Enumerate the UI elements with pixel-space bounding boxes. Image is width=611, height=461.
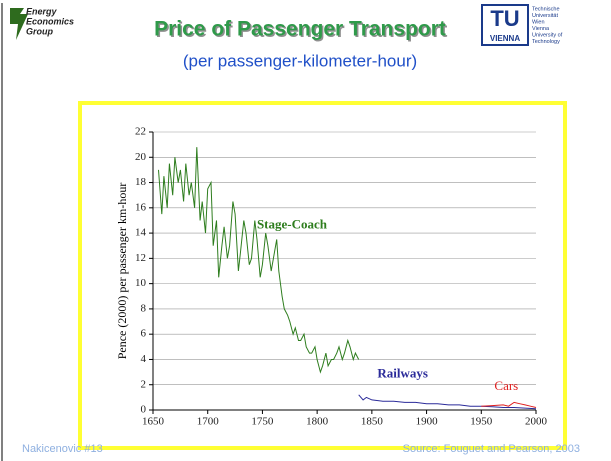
- x-tick-label: 1800: [306, 416, 329, 428]
- y-tick-label: 18: [135, 176, 147, 188]
- x-tick-label: 1950: [470, 416, 493, 428]
- y-tick-label: 22: [135, 126, 146, 138]
- series-label: Cars: [494, 378, 518, 393]
- series-label: Railways: [377, 366, 428, 381]
- y-tick-label: 20: [135, 151, 147, 163]
- logo-text: Energy: [26, 6, 58, 16]
- x-tick-label: 1900: [416, 416, 439, 428]
- series-line: [481, 401, 537, 408]
- logo-caption: Universität: [532, 13, 558, 19]
- y-tick-label: 0: [141, 404, 147, 416]
- y-tick-label: 12: [135, 252, 146, 264]
- x-tick-label: 1700: [197, 416, 220, 428]
- series-line: [158, 147, 360, 374]
- footer-right: Source: Fouguet and Pearson, 2003: [403, 443, 580, 455]
- logo-icon: [10, 8, 28, 40]
- x-tick-label: 2000: [525, 416, 548, 428]
- y-tick-label: 14: [135, 227, 147, 239]
- y-tick-label: 6: [141, 328, 147, 340]
- footer-left: Nakicenovic #13: [22, 443, 103, 455]
- y-tick-label: 16: [135, 201, 147, 213]
- y-tick-label: 8: [141, 302, 147, 314]
- x-tick-label: 1750: [251, 416, 274, 428]
- logo-caption: University of: [532, 32, 563, 38]
- chart-frame: [78, 101, 567, 450]
- logo-text: Group: [26, 26, 53, 36]
- logo-left: Energy Economics Group: [10, 6, 74, 40]
- logo-caption: Wien: [532, 19, 545, 25]
- x-tick-label: 1850: [361, 416, 384, 428]
- y-tick-label: 10: [135, 277, 147, 289]
- chart: 0 2 4 6 8 10 12 14 16 18 20 22 1650 1700 1750 1800 1850 1…: [115, 126, 548, 428]
- logo-word: VIENNA: [490, 34, 520, 43]
- title: Price of Passenger Transport: [154, 18, 446, 41]
- logo-right: TU VIENNA TechnischeUniversitätWienVienn…: [481, 4, 563, 46]
- logo-caption: Vienna: [532, 26, 550, 32]
- subtitle: (per passenger-kilometer-hour): [183, 51, 417, 70]
- y-tick-label: 2: [141, 378, 147, 390]
- title-shadow: Price of Passenger Transport: [156, 19, 448, 42]
- series-label: Stage-Coach: [257, 216, 328, 231]
- series-line: [358, 394, 537, 410]
- y-tick-label: 4: [141, 353, 147, 365]
- logo-text: Economics: [26, 16, 74, 26]
- x-tick-label: 1650: [142, 416, 165, 428]
- y-axis-label: Pence (2000) per passenger km-hour: [115, 183, 129, 360]
- logo-caption: Technische: [532, 6, 560, 12]
- logo-caption: Technology: [532, 39, 560, 45]
- logo-mark: TU: [490, 6, 519, 31]
- logo-box: [481, 4, 529, 46]
